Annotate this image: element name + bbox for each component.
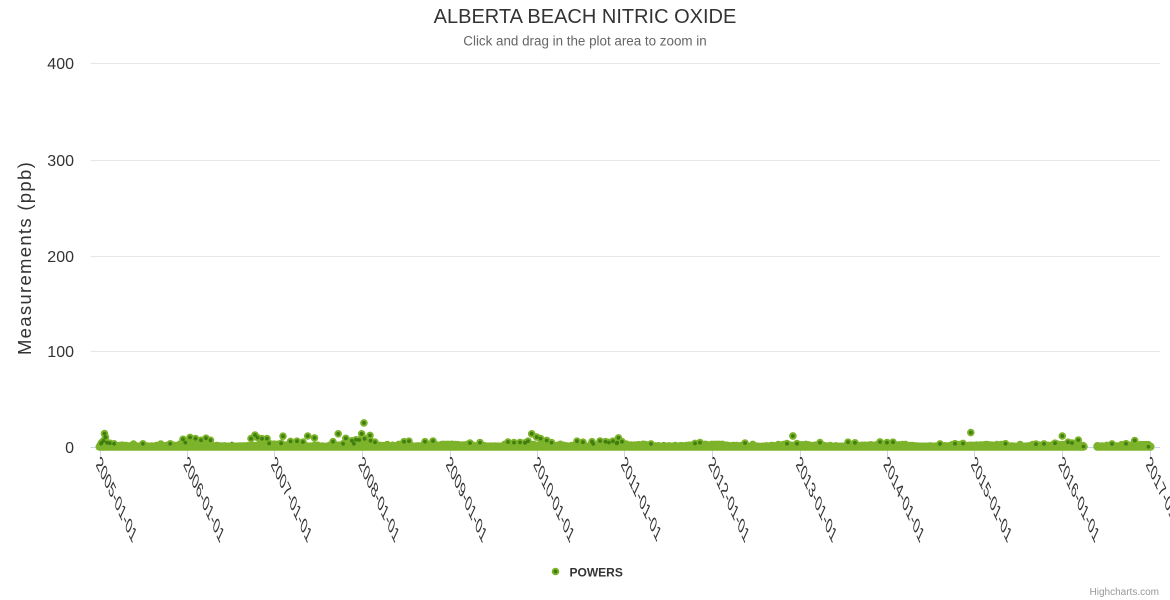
svg-text:ALBERTA BEACH NITRIC OXIDE: ALBERTA BEACH NITRIC OXIDE — [434, 6, 737, 28]
svg-text:Highcharts.com: Highcharts.com — [1090, 587, 1159, 598]
svg-text:100: 100 — [47, 344, 74, 361]
svg-text:Measurements (ppb): Measurements (ppb) — [14, 161, 35, 355]
svg-text:0: 0 — [65, 440, 74, 457]
svg-text:400: 400 — [47, 56, 74, 73]
svg-text:Click and drag in the plot are: Click and drag in the plot area to zoom … — [463, 34, 706, 49]
svg-text:POWERS: POWERS — [570, 566, 623, 580]
svg-text:300: 300 — [47, 153, 74, 170]
svg-text:200: 200 — [47, 249, 74, 266]
